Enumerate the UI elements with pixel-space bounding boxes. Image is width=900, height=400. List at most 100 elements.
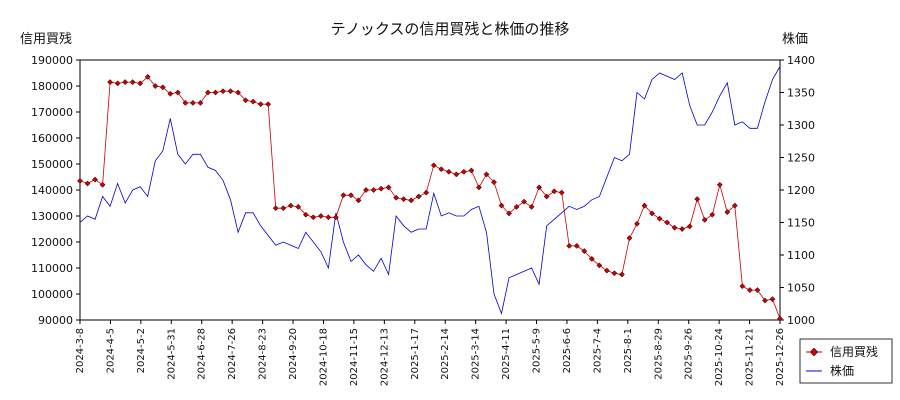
left-y-tick-label: 160000 [31,132,73,145]
credit-balance-point [498,202,505,209]
credit-balance-point [475,184,482,191]
credit-balance-point [664,219,671,226]
credit-balance-point [603,267,610,274]
credit-balance-point [393,194,400,201]
x-tick-label: 2025-7-4 [592,328,603,373]
x-tick-label: 2024-5-2 [136,328,147,373]
left-y-tick-label: 120000 [31,236,73,249]
credit-balance-point [408,197,415,204]
left-y-tick-label: 170000 [31,106,73,119]
credit-balance-point [220,88,226,95]
credit-balance-point [686,223,693,230]
credit-balance-point [114,80,121,87]
credit-balance-point [573,242,580,249]
right-y-tick-label: 1000 [787,314,815,327]
credit-balance-point [212,89,219,96]
credit-balance-point [257,101,264,108]
credit-balance-point [543,193,550,200]
x-tick-label: 2025-1-17 [410,328,421,380]
left-y-tick-label: 190000 [31,54,73,67]
credit-balance-point [227,88,234,95]
credit-balance-point [445,168,452,175]
credit-balance-point [400,196,407,203]
credit-balance-point [671,224,678,231]
credit-balance-point [250,98,257,105]
credit-balance-point [679,226,686,232]
credit-balance-point [235,89,242,96]
credit-balance-point [468,167,475,174]
x-tick-label: 2024-10-18 [318,328,329,386]
x-tick-label: 2024-7-26 [227,328,238,380]
x-tick-label: 2025-4-11 [501,328,512,380]
credit-balance-point [626,235,633,242]
legend-label-credit: 信用買残 [830,345,878,359]
credit-balance-point [107,79,114,86]
credit-balance-point [581,248,588,255]
credit-balance-point [521,198,528,205]
x-tick-label: 2024-5-31 [166,328,177,380]
credit-balance-point [129,79,136,86]
x-tick-label: 2025-2-14 [440,328,451,380]
credit-balance-point [483,171,490,178]
credit-balance-point [513,203,520,210]
x-tick-label: 2025-6-6 [562,328,573,373]
left-axis-label: 信用買残 [20,32,72,47]
credit-balance-point [197,99,204,106]
credit-balance-point [144,73,151,80]
right-y-tick-label: 1150 [787,217,815,230]
credit-balance-point [566,242,573,249]
credit-balance-point [649,210,655,217]
credit-balance-point [355,197,362,204]
x-tick-label: 2025-9-26 [684,328,695,380]
credit-balance-point [777,315,783,322]
credit-balance-point [491,179,497,186]
x-tick-label: 2024-6-28 [197,328,208,380]
legend-box [799,338,893,384]
x-tick-label: 2024-3-8 [75,328,86,373]
credit-balance-point [317,213,324,219]
credit-balance-point [325,214,332,221]
credit-balance-point [588,255,595,262]
left-y-tick-label: 180000 [31,80,73,93]
credit-balance-point [724,209,731,216]
right-y-axis: 1000 1050 1100 1150 1200 1250 1300 1350 1400 [780,54,815,327]
credit-balance-point [709,211,716,218]
left-y-tick-label: 90000 [38,314,73,327]
credit-balance-point [287,202,294,209]
credit-balance-point [460,168,467,175]
x-tick-label: 2025-11-21 [745,328,756,386]
right-y-tick-label: 1050 [787,282,815,295]
credit-balance-point [265,101,272,108]
credit-balance-point [761,297,768,304]
credit-balance-point [295,203,302,210]
x-tick-label: 2025-5-9 [532,328,543,373]
credit-balance-point [84,180,91,187]
credit-balance-point [242,97,249,104]
credit-balance-point [618,271,625,278]
credit-balance-point [438,166,445,173]
credit-balance-point [453,171,460,178]
credit-balance-point [430,162,437,169]
credit-balance-point [159,84,166,91]
left-y-tick-label: 140000 [31,184,73,197]
credit-balance-point [122,79,129,86]
right-y-tick-label: 1100 [787,249,815,262]
credit-balance-point [137,80,144,87]
right-y-tick-label: 1250 [787,152,815,165]
x-tick-label: 2025-3-14 [471,328,482,380]
credit-balance-point [205,89,211,96]
credit-balance-point [769,296,776,303]
chart-title: テノックスの信用買残と株価の推移 [331,20,570,38]
credit-balance-point [754,287,761,294]
x-tick-label: 2025-10-24 [714,328,725,386]
credit-balance-point [189,99,196,106]
credit-balance-point [506,210,512,217]
credit-balance-point [656,215,663,222]
credit-balance-point [558,189,565,196]
left-y-tick-label: 110000 [31,262,73,275]
credit-balance-point [415,193,422,200]
credit-balance-point [302,211,309,218]
left-y-axis: 90000 100000 110000 120000 130000 140000 15000… [31,54,80,327]
credit-balance-point [310,214,317,221]
credit-balance-point [528,203,535,210]
